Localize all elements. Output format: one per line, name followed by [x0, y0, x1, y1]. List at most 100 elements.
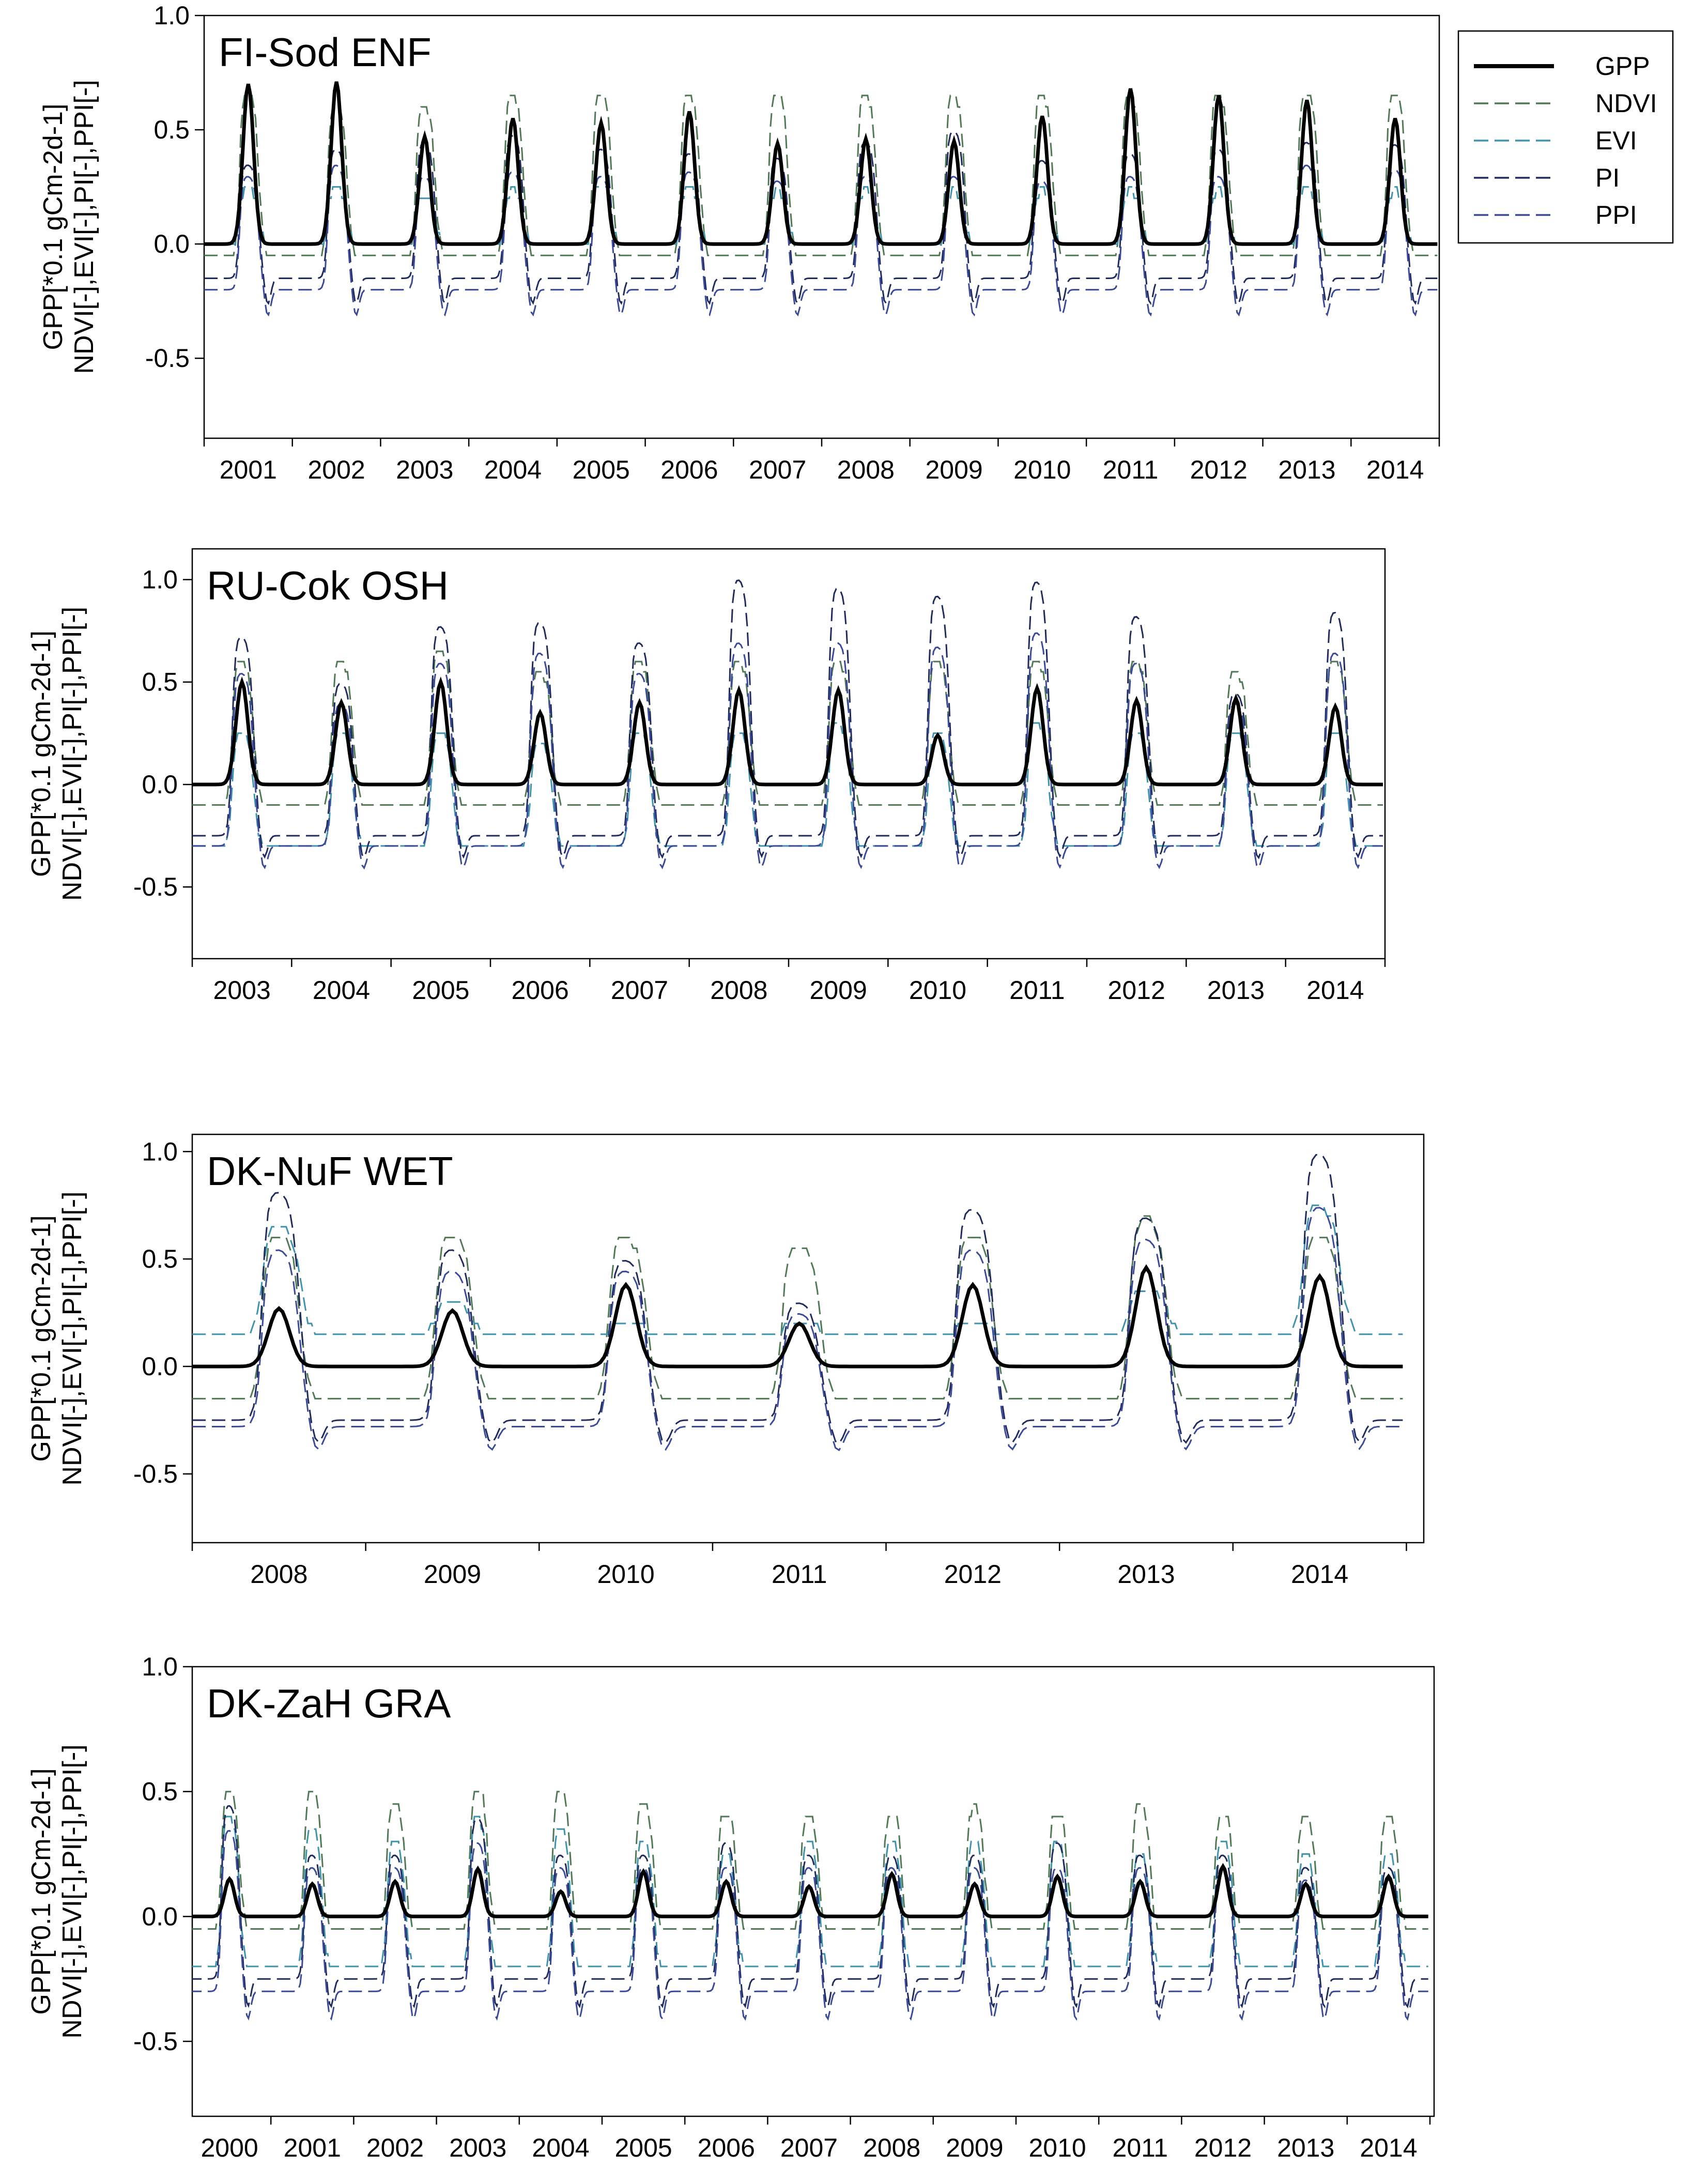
x-tick-label: 2011 [772, 1560, 827, 1589]
panel-title: DK-ZaH GRA [207, 1681, 451, 1726]
x-tick-label: 2011 [1103, 455, 1159, 484]
y-tick-label: 0.5 [142, 1777, 178, 1806]
x-tick-label: 2007 [611, 976, 668, 1005]
x-tick-label: 2013 [1278, 455, 1335, 484]
y-tick-label: 0.0 [142, 770, 178, 799]
x-tick-label: 2000 [201, 2133, 258, 2162]
x-tick-label: 2002 [307, 455, 365, 484]
x-tick-label: 2005 [573, 455, 630, 484]
x-tick-label: 2008 [710, 976, 767, 1005]
plot-frame [191, 1133, 1425, 1544]
x-tick-label: 2014 [1306, 976, 1364, 1005]
series-line-ppi [192, 1207, 1403, 1452]
panel-2: -0.5 0.0 0.5 1.0 2003 2004 2005 2006 2007 2008 200… [26, 548, 1386, 1005]
x-tick-label: 2012 [1190, 455, 1248, 484]
series-line-ppi [204, 164, 1438, 317]
series-line-gpp [204, 81, 1438, 246]
x-tick-label: 2005 [412, 976, 469, 1005]
y-tick-label: -0.5 [133, 872, 178, 901]
legend: GPP NDVI EVI PI PPI [1457, 30, 1674, 244]
series-line-pi [204, 130, 1438, 305]
series-line-ndvi [192, 1215, 1403, 1399]
x-tick-label: 2010 [1013, 455, 1071, 484]
y-tick-label: 0.0 [142, 1352, 178, 1381]
y-tick-label: 0.5 [142, 1244, 178, 1273]
x-tick-label: 2013 [1207, 976, 1265, 1005]
x-tick-label: 2009 [810, 976, 867, 1005]
y-tick-label: 1.0 [142, 565, 178, 594]
y-axis-label-line1: GPP[*0.1 gCm-2d-1] [38, 104, 68, 350]
x-tick-label: 2013 [1277, 2133, 1334, 2162]
x-tick-label: 2004 [532, 2133, 589, 2162]
y-axis-label-line2: NDVI[-],EVI[-],PI[-],PPI[-] [57, 1191, 87, 1485]
x-tick-label: 2012 [1108, 976, 1165, 1005]
panels: -0.5 0.0 0.5 1.0 2001 2002 2003 2004 2005 2006 200… [26, 1, 1440, 2162]
x-tick-label: 2014 [1360, 2133, 1417, 2162]
x-tick-label: 2011 [1113, 2133, 1168, 2162]
x-tick-label: 2006 [512, 976, 569, 1005]
series-line-pi [192, 579, 1383, 859]
x-tick-label: 2009 [424, 1560, 481, 1589]
y-axis-label-line2: NDVI[-],EVI[-],PI[-],PPI[-] [69, 80, 99, 374]
panel-4: -0.5 0.0 0.5 1.0 2000 2001 2002 2003 2004 2005 200… [26, 1652, 1435, 2162]
x-tick-label: 2004 [484, 455, 542, 484]
x-tick-label: 2003 [213, 976, 271, 1005]
x-tick-label: 2007 [780, 2133, 838, 2162]
panel-title: RU-Cok OSH [207, 563, 449, 608]
x-tick-label: 2001 [220, 455, 277, 484]
series-line-gpp [192, 676, 1383, 787]
legend-label-ppi: PPI [1595, 201, 1637, 229]
series-line-ndvi [192, 1791, 1428, 1930]
x-tick-label: 2010 [1028, 2133, 1086, 2162]
y-tick-label: 0.5 [142, 668, 178, 697]
y-tick-label: 0.0 [153, 229, 190, 258]
panel-1: -0.5 0.0 0.5 1.0 2001 2002 2003 2004 2005 2006 200… [38, 1, 1440, 484]
legend-label-ndvi: NDVI [1595, 89, 1657, 118]
x-tick-label: 2009 [925, 455, 982, 484]
plot-frame [191, 1666, 1435, 2117]
y-tick-label: 1.0 [142, 1137, 178, 1166]
series-line-ppi [192, 632, 1383, 870]
series-group [192, 579, 1383, 870]
x-tick-label: 2007 [749, 455, 806, 484]
panel-3: -0.5 0.0 0.5 1.0 2008 2009 2010 2011 2012 2013 201… [26, 1133, 1425, 1589]
y-axis-label-line2: NDVI[-],EVI[-],PI[-],PPI[-] [57, 607, 87, 901]
y-tick-label: 0.0 [142, 1902, 178, 1931]
y-axis-label-line1: GPP[*0.1 gCm-2d-1] [26, 630, 56, 877]
y-axis-label-line1: GPP[*0.1 gCm-2d-1] [26, 1768, 56, 2015]
x-tick-label: 2008 [250, 1560, 307, 1589]
legend-label-evi: EVI [1595, 126, 1637, 155]
x-tick-label: 2014 [1291, 1560, 1348, 1589]
y-tick-label: -0.5 [145, 344, 190, 373]
x-tick-label: 2005 [614, 2133, 672, 2162]
x-tick-label: 2010 [909, 976, 966, 1005]
series-line-gpp [192, 1863, 1428, 1918]
series-line-ndvi [192, 650, 1383, 806]
y-axis-label-line1: GPP[*0.1 gCm-2d-1] [26, 1216, 56, 1462]
y-tick-label: 0.5 [153, 115, 190, 144]
x-tick-label: 2012 [944, 1560, 1002, 1589]
series-line-gpp [192, 1264, 1403, 1368]
x-tick-label: 2011 [1009, 976, 1065, 1005]
x-tick-label: 2001 [284, 2133, 341, 2162]
x-tick-label: 2012 [1194, 2133, 1252, 2162]
panel-title: DK-NuF WET [207, 1148, 453, 1194]
y-tick-label: -0.5 [133, 2027, 178, 2056]
legend-label-pi: PI [1595, 163, 1620, 192]
x-tick-label: 2002 [366, 2133, 424, 2162]
panel-title: FI-Sod ENF [219, 29, 432, 75]
series-line-evi [192, 1816, 1428, 1967]
legend-label-gpp: GPP [1595, 52, 1650, 81]
series-line-ndvi [204, 95, 1438, 256]
x-tick-label: 2006 [660, 455, 718, 484]
x-tick-label: 2003 [396, 455, 453, 484]
x-tick-label: 2014 [1366, 455, 1424, 484]
x-tick-label: 2003 [449, 2133, 506, 2162]
y-axis-label-line2: NDVI[-],EVI[-],PI[-],PPI[-] [57, 1744, 87, 2038]
series-group [204, 81, 1438, 317]
y-tick-label: 1.0 [142, 1652, 178, 1681]
y-tick-label: 1.0 [153, 1, 190, 30]
x-tick-label: 2008 [837, 455, 895, 484]
